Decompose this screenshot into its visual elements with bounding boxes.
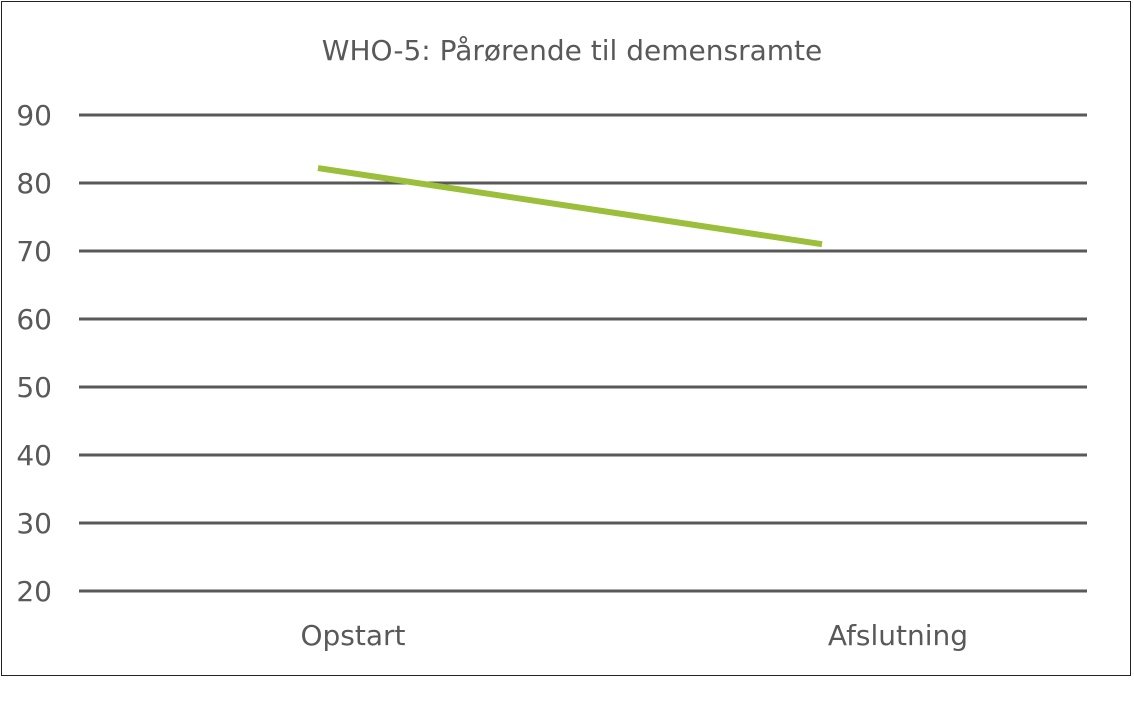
y-tick-label: 90 <box>16 99 52 132</box>
y-tick-label: 70 <box>16 235 52 268</box>
y-tick-label: 80 <box>16 167 52 200</box>
series-line <box>317 165 823 248</box>
y-tick-label: 50 <box>16 371 52 404</box>
x-tick-label: Afslutning <box>828 619 968 652</box>
y-tick-label: 20 <box>16 575 52 608</box>
chart-frame <box>1 1 1131 676</box>
chart-title: WHO-5: Pårørende til demensramte <box>322 34 822 67</box>
y-tick-label: 60 <box>16 303 52 336</box>
x-tick-label: Opstart <box>300 619 405 652</box>
y-tick-label: 40 <box>16 439 52 472</box>
y-tick-label: 30 <box>16 507 52 540</box>
